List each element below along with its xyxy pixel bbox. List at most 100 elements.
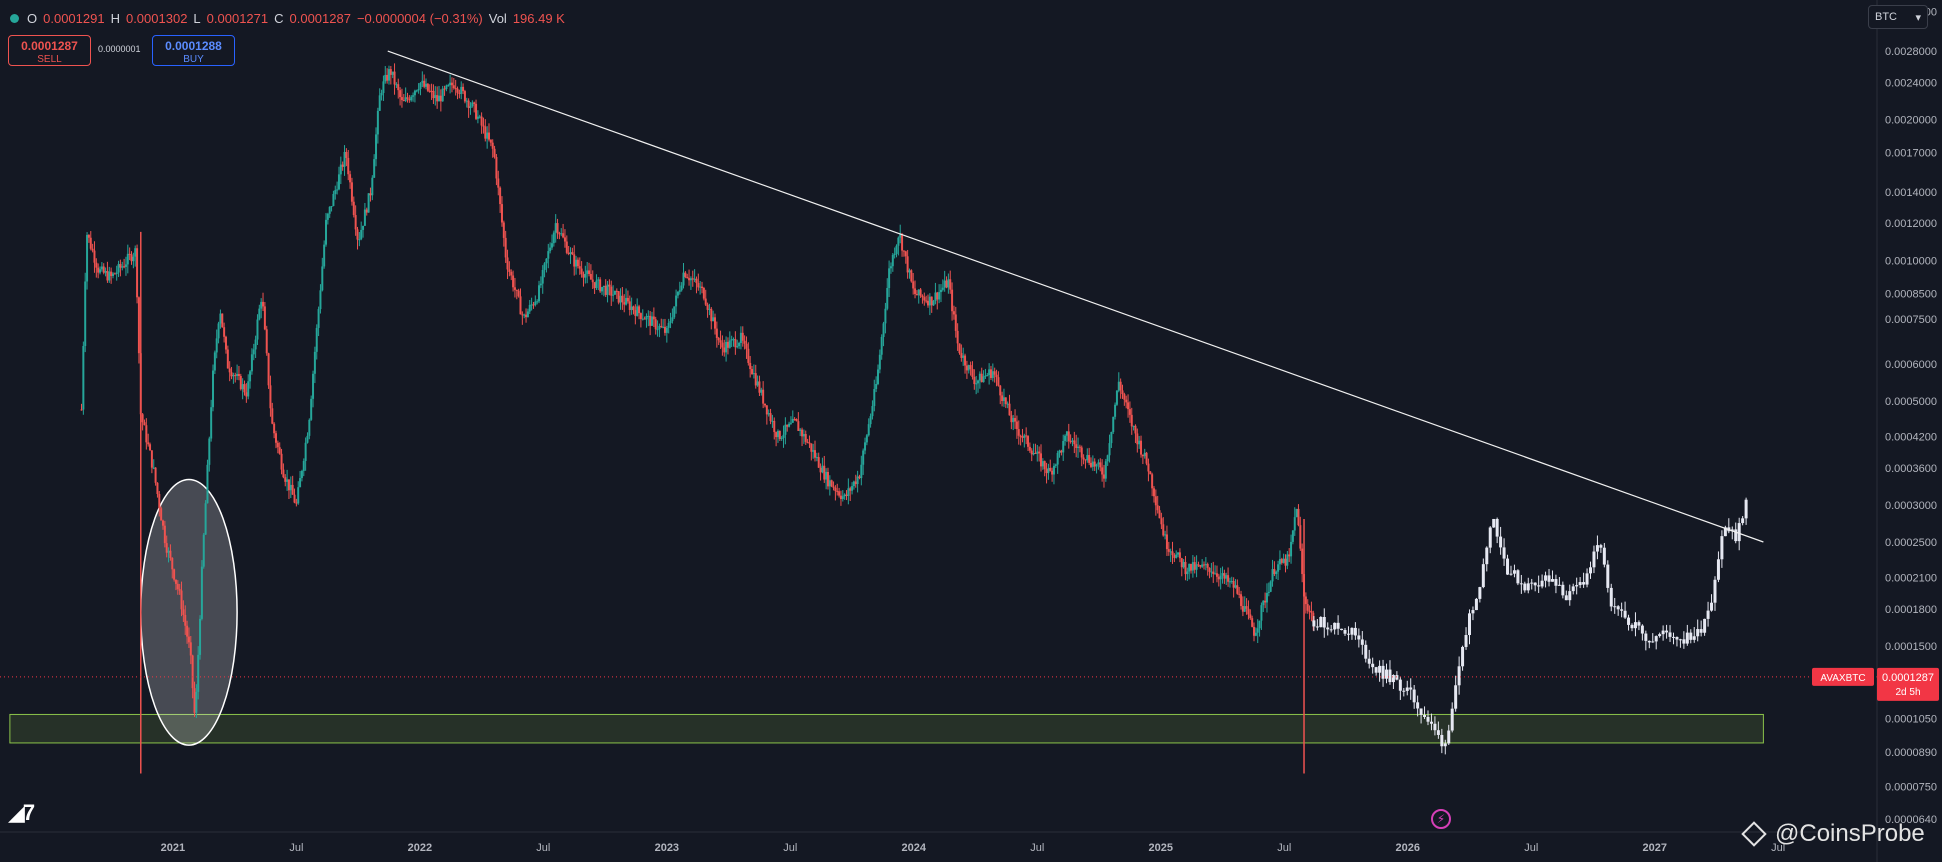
candle-body-0-70 (210, 407, 213, 439)
candle-body-1-22 (1388, 669, 1392, 683)
candle-body-1-93 (1633, 622, 1637, 629)
tradingview-logo-icon[interactable]: ◢7 (8, 800, 35, 825)
candle-body-0-170 (395, 84, 398, 86)
candle-body-0-527 (1056, 453, 1059, 465)
price-tag-value: 0.0001287 (1882, 672, 1934, 684)
ohlc-low-key: L (193, 10, 201, 26)
candle-body-1-67 (1544, 575, 1548, 581)
candle-body-0-498 (1002, 397, 1005, 401)
candle-body-0-118 (299, 478, 302, 488)
x-tick-label-9: Jul (1277, 842, 1291, 854)
price-axis[interactable]: 0.00340000.00280000.00240000.00200000.00… (1876, 0, 1937, 862)
candle-body-1-112 (1699, 629, 1703, 633)
x-tick-label-7: Jul (1030, 842, 1044, 854)
candle-body-0-20 (117, 264, 120, 273)
candle-body-0-44 (162, 520, 165, 526)
candle-body-0-264 (569, 252, 572, 255)
candle-body-0-65 (200, 566, 203, 619)
candle-body-0-96 (258, 308, 261, 320)
candle-body-0-222 (491, 142, 494, 149)
candle-body-0-302 (639, 313, 642, 319)
candle-body-0-380 (784, 424, 787, 435)
candle-body-0-417 (852, 481, 855, 487)
candle-body-0-502 (1010, 415, 1013, 423)
candle-body-0-272 (584, 273, 587, 278)
candle-body-0-563 (1123, 394, 1126, 400)
binance-diamond-icon (1741, 821, 1767, 847)
sell-button[interactable]: 0.0001287 SELL (8, 35, 91, 66)
candle-body-0-129 (319, 290, 322, 310)
candle-body-0-629 (1245, 606, 1248, 609)
candle-body-1-8 (1340, 628, 1344, 631)
candle-body-0-284 (606, 284, 609, 295)
candle-body-0-655 (1293, 517, 1296, 531)
candle-body-0-52 (176, 583, 179, 590)
candle-body-0-9 (97, 267, 100, 273)
candle-body-0-574 (1143, 452, 1146, 457)
trendline-layer[interactable] (387, 50, 1764, 543)
candle-body-0-97 (260, 301, 263, 309)
buy-button[interactable]: 0.0001288 BUY (152, 35, 235, 66)
currency-select[interactable]: BTC ▾ (1868, 5, 1928, 29)
candle-body-0-589 (1171, 551, 1174, 556)
candle-body-0-297 (630, 306, 633, 310)
candle-body-0-376 (776, 430, 779, 438)
candle-body-1-103 (1668, 632, 1672, 637)
candle-body-0-508 (1021, 436, 1024, 438)
candle-body-0-329 (689, 278, 692, 281)
candle-body-0-122 (306, 435, 309, 443)
candle-body-1-68 (1547, 575, 1551, 582)
candle-body-0-595 (1182, 561, 1185, 568)
y-tick-label-22: 0.0000640 (1885, 814, 1937, 826)
candle-body-0-107 (278, 447, 281, 454)
candle-body-0-142 (343, 152, 346, 167)
candle-body-1-114 (1706, 610, 1710, 619)
candle-body-1-96 (1644, 633, 1648, 641)
candle-body-0-71 (212, 370, 215, 408)
ohlc-volume-value: 196.49 K (512, 10, 565, 26)
candle-body-0-506 (1017, 429, 1020, 436)
candle-body-1-30 (1416, 702, 1420, 709)
candle-body-1-119 (1723, 527, 1727, 537)
candle-body-0-470 (951, 289, 954, 312)
candle-body-1-1 (1315, 626, 1319, 628)
candle-body-0-349 (726, 341, 729, 348)
candle-body-0-86 (239, 375, 242, 390)
candle-body-1-47 (1474, 598, 1478, 611)
candle-body-1-25 (1398, 679, 1402, 691)
candle-body-1-91 (1627, 617, 1631, 625)
candle-body-0-325 (682, 272, 685, 286)
time-axis[interactable]: 2021 Jul 2022 Jul 2023 Jul 2024 Jul 2025 Jul 2026 J… (0, 831, 1877, 854)
candle-body-0-271 (582, 274, 585, 278)
candle-body-0-201 (452, 85, 455, 89)
y-tick-label-5: 0.0014000 (1885, 187, 1937, 199)
candle-body-1-36 (1436, 730, 1440, 735)
vertical-marker-layer (140, 231, 1305, 774)
candle-body-0-15 (108, 271, 111, 281)
candle-body-0-294 (625, 297, 628, 305)
candle-body-1-125 (1744, 499, 1748, 519)
candle-body-0-355 (738, 342, 741, 347)
candle-body-0-389 (801, 429, 804, 437)
candle-body-1-33 (1426, 717, 1430, 722)
candle-body-0-236 (517, 290, 520, 297)
candle-body-0-479 (967, 365, 970, 371)
candle-body-1-34 (1429, 721, 1433, 724)
candle-body-0-153 (363, 209, 366, 226)
candle-body-0-141 (341, 164, 344, 167)
ohlc-legend: O 0.0001291 H 0.0001302 L 0.0001271 C 0.0001… (10, 9, 565, 27)
y-tick-label-7: 0.0010000 (1885, 255, 1937, 267)
candle-body-0-480 (969, 365, 972, 369)
candle-body-0-206 (462, 86, 465, 92)
candle-body-0-169 (393, 71, 396, 85)
candle-body-0-48 (169, 550, 172, 558)
lightning-icon[interactable]: ⚡ (1431, 809, 1451, 829)
candle-body-1-13 (1357, 635, 1361, 640)
candle-body-0-369 (764, 403, 767, 406)
candle-body-0-182 (417, 88, 420, 91)
candle-body-0-604 (1199, 565, 1202, 567)
candle-body-1-86 (1609, 587, 1613, 607)
candle-body-0-245 (534, 301, 537, 306)
y-tick-label-14: 0.0003000 (1885, 500, 1937, 512)
